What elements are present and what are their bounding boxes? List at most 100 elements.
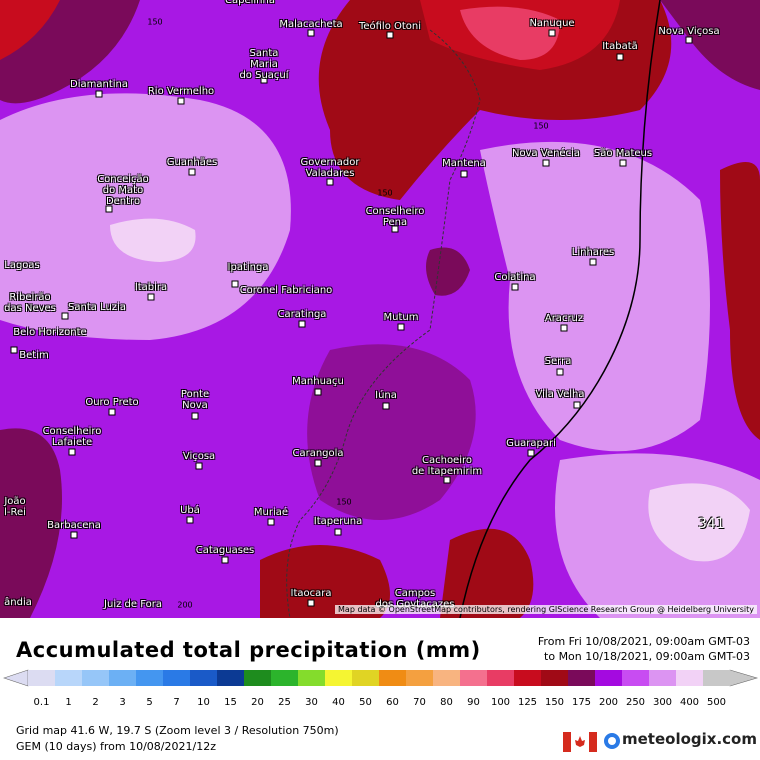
city-dot: [221, 556, 229, 564]
scale-label: 60: [386, 697, 399, 708]
contour-label: 150: [336, 497, 352, 507]
contour-label: 200: [177, 600, 193, 610]
city-dot: [314, 459, 322, 467]
city-label: Caratinga: [277, 309, 327, 320]
canada-flag: [563, 732, 597, 752]
city-dot: [443, 476, 451, 484]
city-label: Iúna: [375, 390, 397, 401]
city-label: Ouro Preto: [85, 397, 139, 408]
city-label: Guarapari: [506, 438, 556, 449]
date-from: From Fri 10/08/2021, 09:00am GMT-03: [537, 635, 750, 648]
city-label: Serra: [544, 356, 572, 367]
scale-label: 20: [251, 697, 264, 708]
date-to: to Mon 10/18/2021, 09:00am GMT-03: [544, 650, 750, 663]
city-label: Mantena: [442, 158, 486, 169]
scale-step: [649, 670, 677, 686]
city-label: Manhuaçu: [292, 376, 344, 387]
city-dot: [334, 528, 342, 536]
city-label: São Mateus: [593, 148, 653, 159]
city-dot: [307, 599, 315, 607]
city-label: Diamantina: [70, 79, 128, 90]
city-dot: [542, 159, 550, 167]
city-dot: [298, 320, 306, 328]
color-scale: [3, 669, 759, 687]
city-dot: [314, 388, 322, 396]
max-value: 341: [698, 516, 725, 532]
city-dot: [191, 412, 199, 420]
scale-step: [244, 670, 272, 686]
scale-label: 1: [65, 697, 72, 708]
scale-step: [595, 670, 623, 686]
city-dot: [589, 258, 597, 266]
brand-icon: [604, 733, 620, 749]
scale-label: 175: [571, 697, 592, 708]
city-label: Rio Vermelho: [147, 86, 215, 97]
city-label: Viçosa: [182, 451, 216, 462]
scale-step: [298, 670, 326, 686]
city-label: Barbacena: [47, 520, 101, 531]
city-dot: [685, 36, 693, 44]
contour-label: 150: [533, 121, 549, 131]
scale-label: 150: [544, 697, 565, 708]
scale-label: 10: [197, 697, 210, 708]
city-label: Itabatã: [602, 41, 638, 52]
contour-label: 150: [147, 17, 163, 27]
city-dot: [616, 53, 624, 61]
city-label: Vila Velha: [535, 389, 585, 400]
scale-step: [379, 670, 407, 686]
scale-label: 40: [332, 697, 345, 708]
city-label: Ipatinga: [227, 262, 269, 273]
city-dot: [619, 159, 627, 167]
city-dot: [382, 402, 390, 410]
city-label: Belo Horizonte: [13, 327, 87, 338]
city-label: Mutum: [383, 312, 419, 323]
city-label: ândia: [4, 597, 32, 608]
scale-label: 100: [490, 697, 511, 708]
city-dot: [61, 312, 69, 320]
scale-step: [109, 670, 137, 686]
scale-step: [514, 670, 542, 686]
scale-step: [136, 670, 164, 686]
scale-label: 400: [679, 697, 700, 708]
city-dot: [260, 76, 268, 84]
scale-label: 30: [305, 697, 318, 708]
city-label: Malacacheta: [279, 19, 343, 30]
brand: meteologix.com: [622, 730, 757, 748]
scale-step: [352, 670, 380, 686]
city-label: Ribeirão das Neves: [4, 292, 56, 314]
city-dot: [386, 31, 394, 39]
city-label: Colatina: [494, 272, 536, 283]
city-label: Juiz de Fora: [104, 599, 162, 610]
city-label: Cataguases: [195, 545, 255, 556]
legend-title: Accumulated total precipitation (mm): [16, 638, 481, 662]
scale-step: [190, 670, 218, 686]
attribution: Map data © OpenStreetMap contributors, r…: [335, 605, 757, 614]
city-label: João l-Rei: [4, 496, 26, 518]
scale-step: [406, 670, 434, 686]
city-dot: [147, 293, 155, 301]
city-label: Santa Maria do Suaçuí: [239, 48, 289, 81]
city-label: Aracruz: [544, 313, 584, 324]
city-dot: [548, 29, 556, 37]
scale-label: 50: [359, 697, 372, 708]
precip-map: [0, 0, 760, 618]
contour-label: 150: [377, 188, 393, 198]
scale-step: [433, 670, 461, 686]
city-label: Conselheiro Pena: [365, 206, 425, 228]
city-dot: [560, 324, 568, 332]
scale-label: 3: [119, 697, 126, 708]
scale-step: [55, 670, 83, 686]
city-dot: [307, 29, 315, 37]
city-dot: [10, 346, 18, 354]
scale-label: 200: [598, 697, 619, 708]
city-dot: [108, 408, 116, 416]
scale-label: 250: [625, 697, 646, 708]
city-label: Itaocara: [290, 588, 332, 599]
city-label: Cachoeiro de Itapemirim: [411, 455, 483, 477]
city-dot: [267, 518, 275, 526]
scale-label: 0.1: [33, 697, 50, 708]
scale-label: 500: [706, 697, 727, 708]
scale-step: [703, 670, 731, 686]
scale-arrow-right: [729, 669, 759, 687]
city-dot: [460, 170, 468, 178]
